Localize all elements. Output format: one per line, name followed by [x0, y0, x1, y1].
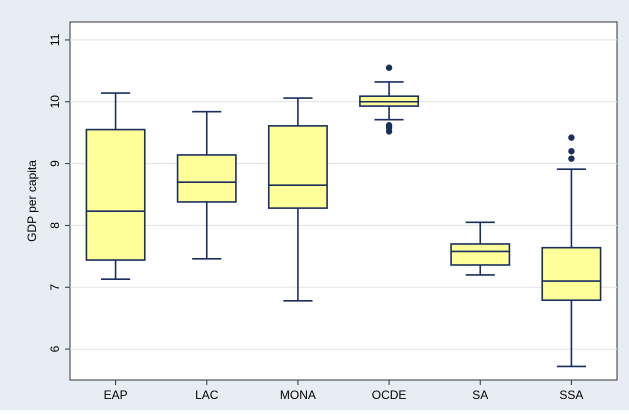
y-tick-label: 10 [48, 95, 62, 109]
x-tick-label: SSA [559, 388, 583, 402]
outlier [385, 64, 393, 71]
outlier [568, 155, 575, 162]
box [85, 128, 146, 261]
x-tick-label: SA [472, 388, 488, 402]
y-tick-label: 8 [48, 222, 62, 229]
outlier [568, 148, 575, 155]
x-tick-label: MONA [280, 388, 316, 402]
x-tick-label: LAC [195, 388, 219, 402]
y-axis-label: GDP per capita [25, 160, 39, 242]
box [450, 243, 511, 266]
y-tick-label: 6 [48, 345, 62, 352]
x-tick-label: EAP [104, 388, 128, 402]
y-tick-label: 9 [48, 160, 62, 167]
x-tick-label: OCDE [372, 388, 407, 402]
y-tick-label: 11 [48, 33, 62, 46]
y-tick-label: 7 [48, 284, 62, 291]
plot-area [69, 21, 618, 381]
outlier [385, 128, 393, 135]
box [541, 246, 602, 302]
box [267, 125, 328, 209]
box [176, 154, 237, 203]
outlier [568, 134, 575, 141]
